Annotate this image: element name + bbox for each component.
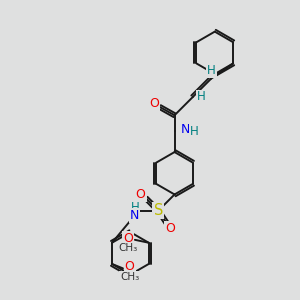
Text: S: S	[154, 203, 163, 218]
Text: O: O	[165, 221, 175, 235]
Text: N: N	[130, 208, 140, 222]
Text: H: H	[207, 64, 216, 77]
Text: CH₃: CH₃	[118, 243, 138, 253]
Text: O: O	[125, 260, 135, 272]
Text: O: O	[123, 232, 133, 244]
Text: H: H	[197, 91, 206, 103]
Text: CH₃: CH₃	[120, 272, 139, 282]
Text: H: H	[130, 201, 139, 214]
Text: O: O	[150, 97, 160, 110]
Text: O: O	[136, 188, 146, 201]
Text: N: N	[181, 124, 190, 136]
Text: H: H	[190, 125, 199, 138]
